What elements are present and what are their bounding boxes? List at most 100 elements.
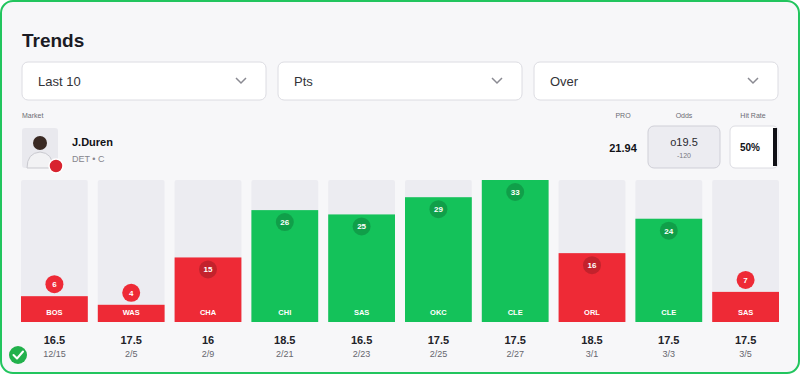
check-icon	[9, 346, 27, 364]
value-badge	[429, 200, 447, 218]
column-bg	[98, 180, 165, 322]
data-label: 7	[743, 276, 748, 285]
column-bg	[712, 180, 779, 322]
pro-value: 21.94	[609, 142, 637, 154]
bar	[482, 180, 549, 322]
column-bg	[482, 180, 549, 322]
bar	[175, 257, 242, 322]
game-date: 2/27	[506, 349, 524, 359]
data-label: 25	[357, 222, 366, 231]
value-badge	[122, 284, 140, 302]
value-badge	[199, 260, 217, 278]
labels: 6BOS16.512/154WAS17.52/515CHA162/926CHI1…	[43, 183, 756, 359]
value-badge	[583, 256, 601, 274]
dropdown[interactable]: Last 10	[22, 62, 266, 100]
game-date: 2/5	[125, 349, 138, 359]
column-bg	[251, 180, 318, 322]
game-date: 3/3	[663, 349, 676, 359]
column-bg	[21, 180, 88, 322]
category-label: WAS	[123, 308, 140, 317]
player-team: DET • C	[72, 154, 105, 164]
dropdown-label: Pts	[294, 74, 313, 89]
data-label: 26	[280, 218, 289, 227]
column-head: Odds	[676, 112, 693, 119]
game-date: 12/15	[43, 349, 66, 359]
value-badge	[276, 213, 294, 231]
dropdown-box	[22, 62, 266, 100]
column-bg	[405, 180, 472, 322]
column-head: Hit Rate	[740, 112, 765, 119]
value-badge	[506, 183, 524, 201]
dropdown[interactable]: Over	[534, 62, 778, 100]
dropdown[interactable]: Pts	[278, 62, 522, 100]
column-bg	[559, 180, 626, 322]
player-name: J.Duren	[72, 136, 113, 148]
category-label: CLE	[508, 308, 523, 317]
data-label: 6	[52, 280, 57, 289]
value-badge	[660, 222, 678, 240]
value-badge	[45, 275, 63, 293]
column-backgrounds	[21, 180, 779, 322]
column-head: Market	[22, 112, 43, 119]
data-label: 4	[129, 289, 134, 298]
game-date: 2/25	[430, 349, 448, 359]
title: Trends	[22, 30, 84, 51]
game-date: 2/23	[353, 349, 371, 359]
column-bg	[175, 180, 242, 322]
category-label: SAS	[354, 308, 369, 317]
category-label: BOS	[46, 308, 62, 317]
bars	[21, 180, 779, 322]
bar	[328, 214, 395, 322]
avatar-head	[33, 136, 47, 150]
game-date: 2/21	[276, 349, 294, 359]
category-label: SAS	[738, 308, 753, 317]
game-date: 3/1	[586, 349, 599, 359]
column-bg	[328, 180, 395, 322]
line-value: 17.5	[428, 334, 449, 346]
line-value: 17.5	[504, 334, 525, 346]
line-value: 18.5	[581, 334, 602, 346]
category-label: CLE	[661, 308, 676, 317]
bar	[712, 292, 779, 322]
data-label: 16	[588, 261, 597, 270]
value-badge	[353, 217, 371, 235]
dropdown-box	[278, 62, 522, 100]
dropdown-label: Over	[550, 74, 579, 89]
check-mark	[14, 352, 24, 359]
category-label: ORL	[584, 308, 600, 317]
bar	[21, 296, 88, 322]
line-value: 17.5	[658, 334, 679, 346]
column-bg	[635, 180, 702, 322]
game-date: 3/5	[739, 349, 752, 359]
line-value: 16.5	[44, 334, 65, 346]
data-label: 24	[664, 227, 673, 236]
category-label: OKC	[430, 308, 447, 317]
line-value: 17.5	[120, 334, 141, 346]
widget: Trends Last 10 Pts Over Market PRO Odds Hit Rat…	[0, 0, 800, 374]
category-label: CHA	[200, 308, 217, 317]
game-date: 2/9	[202, 349, 215, 359]
bar	[559, 253, 626, 322]
column-head: PRO	[615, 112, 631, 119]
data-label: 29	[434, 205, 443, 214]
line-value: 17.5	[735, 334, 756, 346]
team-badge	[49, 159, 63, 173]
odds-line: o19.5	[670, 136, 698, 148]
dropdown-label: Last 10	[38, 74, 81, 89]
bar	[251, 210, 318, 322]
odds-box	[648, 126, 720, 168]
card	[1, 1, 799, 373]
chevron	[748, 78, 758, 83]
value-badge	[737, 271, 755, 289]
chevron	[236, 78, 246, 83]
bar	[98, 305, 165, 322]
line-value: 16.5	[351, 334, 372, 346]
data-label: 33	[511, 188, 520, 197]
data-label: 15	[204, 265, 213, 274]
line-value: 16	[202, 334, 214, 346]
hit-rate: 50%	[740, 142, 760, 153]
dropdown-box	[534, 62, 778, 100]
hit-rate-accent	[773, 128, 777, 166]
odds-price: -120	[677, 152, 691, 159]
line-value: 18.5	[274, 334, 295, 346]
